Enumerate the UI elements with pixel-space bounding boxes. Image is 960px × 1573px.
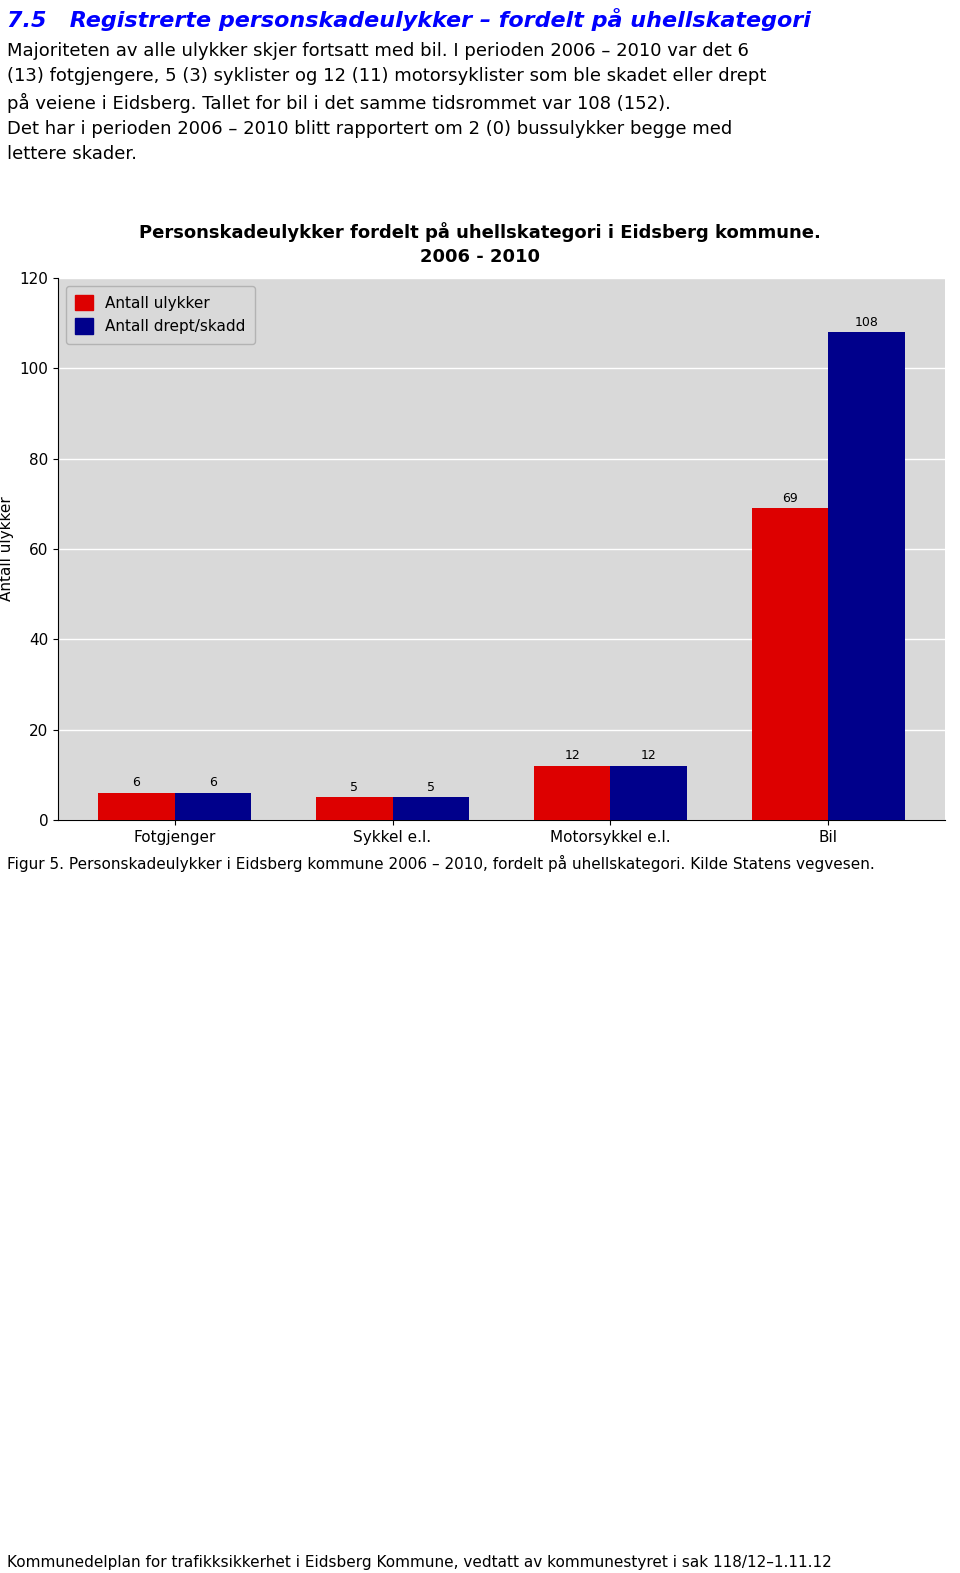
Text: 69: 69 — [782, 492, 798, 505]
Text: 12: 12 — [564, 749, 580, 763]
Bar — [98, 793, 175, 820]
Text: 2006 - 2010: 2006 - 2010 — [420, 249, 540, 266]
Legend: Antall ulykker, Antall drept/skadd: Antall ulykker, Antall drept/skadd — [65, 286, 255, 343]
Text: 12: 12 — [640, 749, 657, 763]
Bar — [316, 798, 393, 820]
Bar — [752, 508, 828, 820]
Bar — [175, 793, 251, 820]
Bar — [611, 766, 686, 820]
Bar — [534, 766, 611, 820]
Text: 6: 6 — [208, 777, 217, 790]
Text: 6: 6 — [132, 777, 140, 790]
Text: Personskadeulykker fordelt på uhellskategori i Eidsberg kommune.: Personskadeulykker fordelt på uhellskate… — [139, 222, 821, 242]
Text: 108: 108 — [854, 316, 878, 329]
Text: Majoriteten av alle ulykker skjer fortsatt med bil. I perioden 2006 – 2010 var d: Majoriteten av alle ulykker skjer fortsa… — [7, 42, 766, 164]
Text: 5: 5 — [350, 780, 358, 794]
Bar — [828, 332, 904, 820]
Y-axis label: Antall ulykker: Antall ulykker — [0, 497, 13, 601]
Text: 5: 5 — [426, 780, 435, 794]
Text: 7.5   Registrerte personskadeulykker – fordelt på uhellskategori: 7.5 Registrerte personskadeulykker – for… — [7, 8, 811, 31]
Bar — [393, 798, 468, 820]
Text: Figur 5. Personskadeulykker i Eidsberg kommune 2006 – 2010, fordelt på uhellskat: Figur 5. Personskadeulykker i Eidsberg k… — [7, 856, 875, 871]
Text: Kommunedelplan for trafikksikkerhet i Eidsberg Kommune, vedtatt av kommunestyret: Kommunedelplan for trafikksikkerhet i Ei… — [7, 1556, 831, 1570]
